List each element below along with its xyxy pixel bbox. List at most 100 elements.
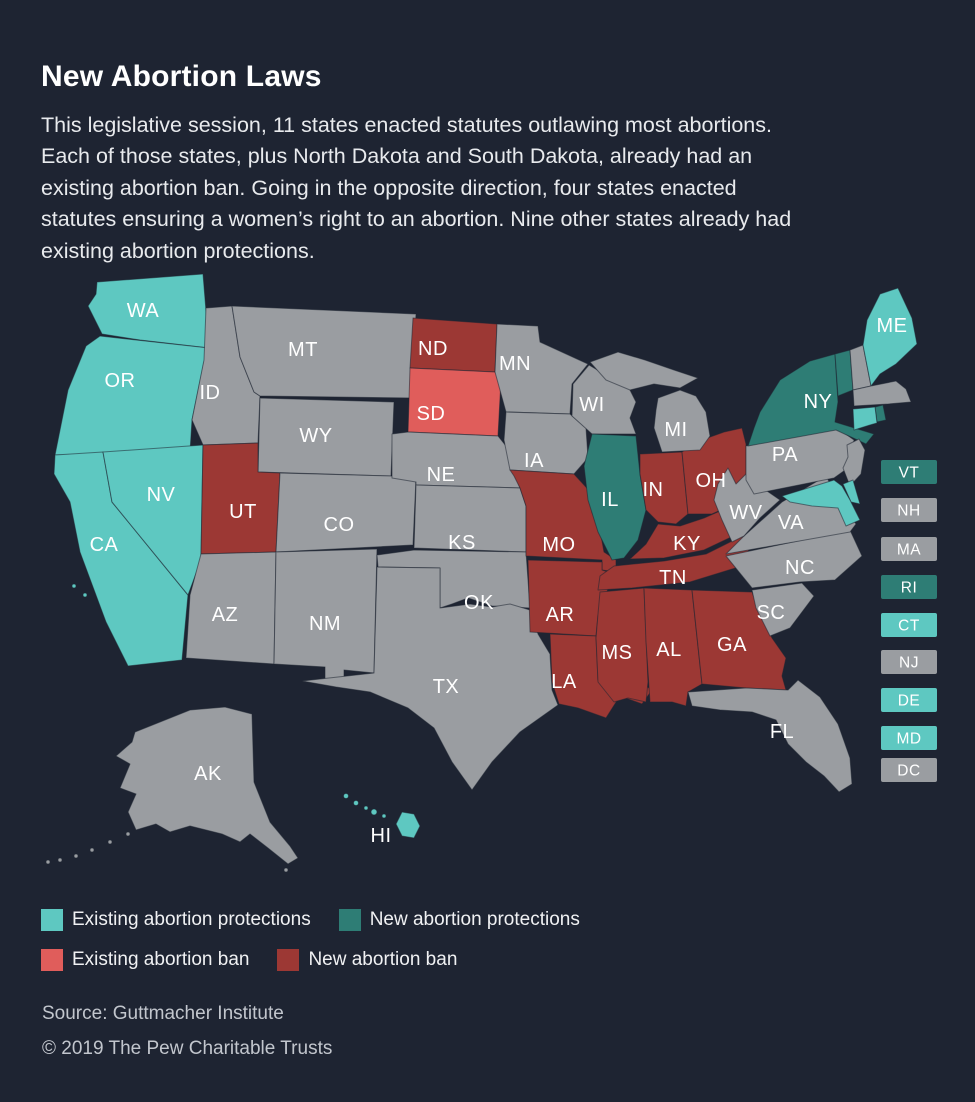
state-box-ct [881,613,937,637]
legend-item-new_ban: New abortion ban [277,949,457,971]
state-sc [751,582,815,637]
state-box-ri [881,575,937,599]
state-label-nd: ND [418,338,448,360]
state-island-hi [381,813,387,819]
state-mn [494,323,589,415]
state-box-label-ri: RI [901,580,918,597]
legend-label: Existing abortion ban [72,949,250,970]
state-mi [589,351,699,391]
state-label-ga: GA [717,634,747,656]
state-island-ak [107,839,113,845]
legend-item-existing_ban: Existing abortion ban [41,949,249,971]
state-fl [687,679,853,793]
state-label-me: ME [877,315,908,337]
state-sd [407,367,502,437]
state-label-ny: NY [804,391,833,413]
state-label-id: ID [200,382,221,404]
state-box-nj [881,650,937,674]
state-island-hi [343,793,349,799]
legend-label: Existing abortion protections [72,909,311,930]
state-label-mn: MN [499,353,531,375]
state-il [583,433,647,561]
state-box-nh [881,498,937,522]
state-label-mt: MT [288,339,318,361]
state-box-label-dc: DC [897,763,920,780]
page-title: New Abortion Laws [41,60,322,94]
state-label-wi: WI [579,394,604,416]
state-label-ks: KS [448,532,476,554]
state-label-fl: FL [770,721,794,743]
state-de [842,479,861,505]
state-label-oh: OH [696,470,727,492]
state-label-ia: IA [524,450,544,472]
state-box-label-ct: CT [898,618,920,635]
state-tx [301,566,559,791]
state-label-nv: NV [147,484,176,506]
state-box-label-nh: NH [897,503,920,520]
state-ia [503,411,589,475]
state-label-ut: UT [229,501,257,523]
state-box-label-vt: VT [899,465,920,482]
state-box-de [881,688,937,712]
state-label-or: OR [105,370,136,392]
state-box-ma [881,537,937,561]
copyright-text: © 2019 The Pew Charitable Trusts [42,1038,333,1059]
state-label-ky: KY [673,533,701,555]
chart-description: This legislative session, 11 states enac… [41,112,792,263]
state-label-nc: NC [785,557,815,579]
state-me [862,287,918,387]
state-island-ca [71,583,77,589]
state-island-ak [57,857,63,863]
state-label-il: IL [601,489,619,511]
state-box-label-md: MD [896,731,921,748]
state-hi [395,811,421,839]
state-box-vt [881,460,937,484]
state-ne [391,431,521,489]
state-island-ak [125,831,131,837]
state-label-mi: MI [664,419,687,441]
legend-swatch-existing_ban [41,949,63,971]
state-co [275,472,417,553]
state-label-nm: NM [309,613,341,635]
state-ma [852,380,912,407]
state-label-va: VA [778,512,804,534]
state-island-ak [89,847,95,853]
state-or [54,335,210,456]
us-map: VT NH MA RI CT NJ DE MD DC WA OR CA NV ID MT WY UT CO AZ NM… [45,273,937,873]
state-label-ne: NE [427,464,456,486]
state-box-label-ma: MA [897,542,921,559]
state-label-ar: AR [546,604,575,626]
state-island-ak [283,867,289,873]
state-label-mo: MO [542,534,575,556]
state-island-ca [82,592,88,598]
state-label-ak: AK [194,763,222,785]
legend-row-2: Existing abortion ban New abortion ban [41,949,608,971]
legend: Existing abortion protections New abortio… [41,909,608,989]
state-label-co: CO [324,514,355,536]
source-text: Source: Guttmacher Institute [42,1003,284,1024]
state-label-sd: SD [417,403,446,425]
legend-label: New abortion ban [308,949,458,970]
state-island-hi [353,800,359,806]
state-wv [713,467,781,543]
state-label-pa: PA [772,444,798,466]
state-box-label-de: DE [898,693,921,710]
state-ct [852,406,878,431]
state-label-ca: CA [90,534,119,556]
state-ak [115,706,299,865]
legend-row-1: Existing abortion protections New abortio… [41,909,608,931]
state-label-wy: WY [299,425,332,447]
state-label-wv: WV [729,502,762,524]
legend-label: New abortion protections [369,909,580,930]
state-box-label-nj: NJ [899,655,919,672]
state-label-sc: SC [757,602,786,624]
state-wa [87,273,210,349]
legend-item-new_protection: New abortion protections [338,909,580,931]
state-label-ms: MS [602,642,633,664]
state-island-hi [370,808,378,816]
state-label-az: AZ [212,604,239,626]
state-box-dc [881,758,937,782]
us-map-container: VT NH MA RI CT NJ DE MD DC WA OR CA NV ID MT WY UT CO AZ NM… [40,262,940,877]
state-label-wa: WA [127,300,160,322]
state-island-ak [45,859,51,865]
